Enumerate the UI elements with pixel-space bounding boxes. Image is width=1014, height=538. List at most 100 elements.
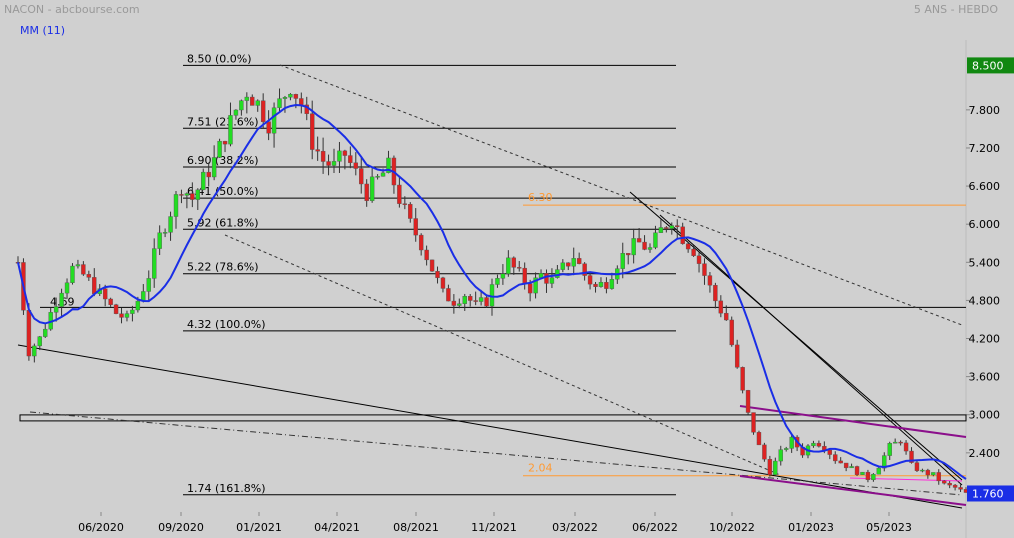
- candle-body-132: [734, 344, 740, 368]
- candle-body-27: [162, 232, 168, 234]
- candle-body-138: [767, 459, 773, 475]
- candle-body-77: [435, 271, 440, 279]
- level-label-0: 6.30: [528, 191, 553, 204]
- candle-body-169: [936, 472, 941, 482]
- candle-body-46: [266, 121, 271, 134]
- candle-body-104: [582, 263, 587, 276]
- candle-body-73: [413, 218, 418, 236]
- candle-body-162: [898, 441, 903, 444]
- last-price-tag: [967, 485, 1014, 502]
- candle-body-149: [827, 449, 832, 455]
- candle-body-51: [293, 94, 299, 99]
- candle-body-154: [854, 466, 860, 475]
- candle-body-30: [179, 194, 184, 196]
- candle-body-152: [843, 462, 849, 469]
- candle-body-83: [468, 296, 473, 301]
- candle-body-159: [882, 455, 887, 469]
- candle-body-42: [244, 96, 250, 101]
- candle-body-37: [217, 140, 222, 158]
- candle-body-62: [353, 162, 358, 169]
- candle-body-2: [26, 309, 32, 357]
- y-tick-label-6: 4.200: [969, 333, 1001, 346]
- candle-body-167: [925, 469, 931, 476]
- candle-body-165: [914, 462, 920, 471]
- x-tick-label-10: 05/2023: [866, 521, 912, 534]
- x-tick-label-9: 01/2023: [788, 521, 834, 534]
- fib-label-1: 7.51 (23.6%): [187, 115, 259, 128]
- candle-body-122: [680, 226, 685, 244]
- candle-body-85: [478, 297, 484, 302]
- y-tick-label-0: 7.800: [969, 104, 1001, 117]
- fib-label-5: 5.22 (78.6%): [187, 261, 259, 274]
- candle-body-107: [598, 282, 604, 287]
- candle-body-61: [348, 155, 353, 163]
- candle-body-19: [119, 313, 124, 318]
- candle-body-92: [517, 267, 522, 269]
- candle-body-48: [277, 98, 282, 108]
- level-label-1: 2.04: [528, 462, 553, 475]
- candle-body-106: [593, 283, 598, 287]
- candle-body-131: [729, 319, 734, 346]
- candle-body-171: [947, 482, 952, 486]
- trend-line-5: [659, 214, 963, 486]
- candle-body-128: [713, 285, 718, 302]
- candle-body-41: [239, 100, 244, 111]
- candle-body-99: [555, 269, 560, 278]
- candle-body-102: [571, 258, 576, 267]
- ma-legend: MM (11): [20, 24, 66, 37]
- candle-body-12: [81, 264, 86, 275]
- candle-body-17: [108, 298, 113, 305]
- candle-body-100: [560, 262, 566, 270]
- last-price-label: 1.760: [972, 487, 1004, 500]
- candle-body-25: [152, 248, 157, 279]
- fib-label-4: 5.92 (61.8%): [187, 216, 259, 229]
- candle-body-164: [909, 450, 914, 463]
- candle-body-45: [260, 100, 266, 122]
- candle-body-156: [865, 471, 871, 481]
- chart-title: NACON - abcbourse.com: [4, 3, 140, 16]
- candle-body-50: [288, 94, 293, 98]
- candle-body-78: [440, 277, 446, 289]
- candle-body-13: [86, 274, 92, 278]
- candle-body-119: [664, 227, 669, 229]
- candle-body-18: [113, 304, 119, 314]
- candle-body-67: [380, 172, 386, 177]
- candle-body-24: [146, 278, 151, 292]
- candle-body-155: [860, 471, 865, 475]
- candle-body-8: [59, 292, 64, 307]
- candle-body-118: [658, 227, 664, 233]
- candle-body-160: [887, 443, 892, 456]
- y-tick-label-5: 4.800: [969, 294, 1001, 307]
- candle-body-101: [566, 262, 571, 267]
- candle-body-11: [75, 264, 81, 267]
- candle-body-111: [620, 253, 625, 269]
- candle-body-86: [484, 297, 489, 307]
- candle-body-94: [527, 283, 533, 294]
- candle-body-135: [751, 412, 756, 433]
- candle-body-173: [958, 487, 963, 490]
- candle-body-163: [903, 442, 909, 452]
- candle-body-52: [299, 98, 304, 106]
- trend-line-4: [29, 411, 963, 496]
- candle-body-134: [745, 390, 751, 413]
- candle-body-142: [789, 436, 794, 449]
- candle-body-66: [375, 176, 380, 178]
- candle-body-44: [255, 100, 260, 106]
- candle-body-129: [718, 300, 724, 314]
- candle-body-136: [756, 432, 762, 446]
- candle-body-36: [211, 157, 217, 178]
- candle-body-9: [64, 282, 70, 294]
- candle-body-81: [457, 303, 462, 306]
- candle-body-116: [647, 247, 653, 250]
- candle-body-120: [669, 225, 674, 229]
- x-tick-label-8: 10/2022: [709, 521, 755, 534]
- y-tick-label-3: 6.000: [969, 218, 1001, 231]
- candle-body-146: [811, 442, 816, 447]
- fib-label-7: 1.74 (161.8%): [187, 482, 266, 495]
- candle-body-7: [53, 306, 59, 313]
- trend-line-2: [224, 234, 781, 476]
- candle-body-137: [762, 444, 767, 460]
- high-price-tag: [967, 57, 1014, 74]
- candle-body-168: [931, 472, 936, 476]
- candle-body-84: [473, 300, 478, 302]
